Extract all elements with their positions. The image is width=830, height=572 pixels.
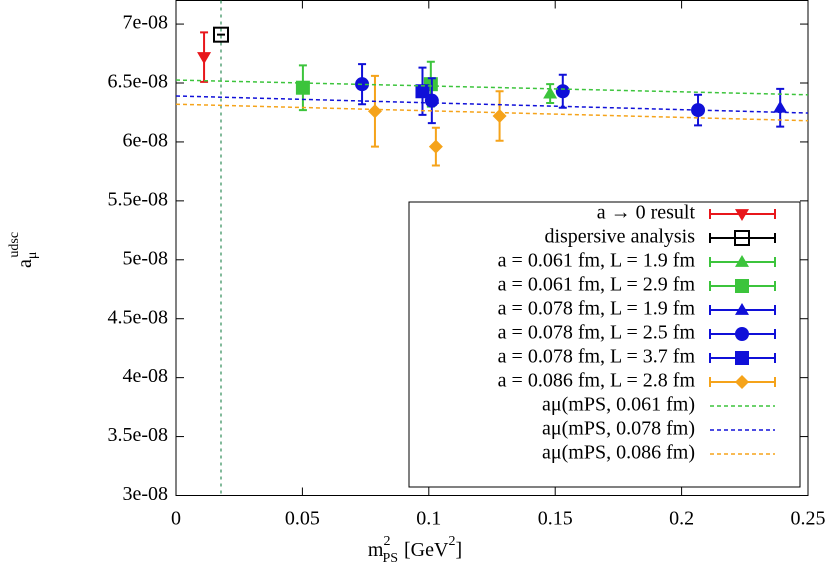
y-tick-label: 4.5e-08: [107, 306, 168, 328]
x-label-sub: PS: [382, 551, 398, 566]
y-tick-label: 3e-08: [122, 483, 168, 505]
marker: [735, 351, 749, 365]
y-tick-label: 3.5e-08: [107, 424, 168, 446]
marker: [735, 303, 749, 315]
x-label-base: m: [368, 539, 384, 561]
x-label-sup: 2: [383, 534, 390, 549]
legend-label: a = 0.061 fm, L = 1.9 fm: [498, 250, 696, 272]
x-tick-label: 0.2: [669, 508, 694, 530]
marker: [555, 84, 570, 99]
marker: [428, 139, 443, 154]
legend-box: [408, 201, 801, 488]
marker: [734, 230, 750, 246]
legend-label: a = 0.061 fm, L = 2.9 fm: [498, 274, 696, 296]
fit-line: [175, 79, 809, 96]
legend-label: aμ(mPS, 0.086 fm): [542, 442, 695, 464]
y-label-base: a: [14, 259, 36, 268]
legend-label: aμ(mPS, 0.078 fm): [542, 418, 695, 440]
y-tick-label: 5.5e-08: [107, 188, 168, 210]
y-axis-label: aμudsc: [7, 232, 40, 268]
x-axis-label: m2 PS [GeV2]: [368, 534, 462, 566]
x-label-unit-end: ]: [455, 539, 462, 561]
y-label-sub: μ: [25, 252, 40, 260]
marker: [735, 279, 749, 293]
y-tick-label: 6.5e-08: [107, 71, 168, 93]
y-tick-label: 4e-08: [122, 365, 168, 387]
legend-label: dispersive analysis: [544, 226, 695, 248]
marker: [415, 84, 430, 99]
marker: [735, 209, 749, 221]
y-tick-label: 7e-08: [122, 12, 168, 34]
x-tick-label: 0.15: [538, 508, 573, 530]
marker: [295, 80, 310, 95]
legend-label: a = 0.078 fm, L = 2.5 fm: [498, 322, 696, 344]
marker: [735, 327, 749, 341]
x-tick-label: 0.1: [416, 508, 441, 530]
legend-label: a = 0.078 fm, L = 3.7 fm: [498, 346, 696, 368]
marker: [735, 375, 749, 389]
fit-line: [175, 95, 809, 114]
marker: [197, 52, 212, 65]
marker: [735, 255, 749, 267]
legend-label: aμ(mPS, 0.061 fm): [542, 394, 695, 416]
plot-frame: [175, 0, 809, 496]
marker: [492, 109, 507, 123]
marker: [355, 77, 370, 92]
legend-label: a = 0.078 fm, L = 1.9 fm: [498, 298, 696, 320]
legend-label: a → 0 result: [597, 202, 696, 224]
x-tick-label: 0.05: [285, 508, 320, 530]
marker: [367, 104, 382, 119]
y-tick-label: 6e-08: [122, 130, 168, 152]
legend-label: a = 0.086 fm, L = 2.8 fm: [498, 370, 696, 392]
y-label-sup: udsc: [7, 232, 22, 258]
marker: [691, 103, 706, 118]
marker: [543, 86, 558, 99]
marker: [773, 100, 788, 113]
y-tick-label: 5e-08: [122, 247, 168, 269]
fit-line: [175, 103, 809, 122]
x-tick-label: 0.25: [791, 508, 826, 530]
legend-swatch: [709, 233, 776, 243]
x-label-unit: [GeV: [404, 539, 449, 561]
x-label-unit-sup: 2: [448, 534, 455, 549]
x-tick-label: 0: [171, 508, 181, 530]
marker: [212, 26, 229, 43]
